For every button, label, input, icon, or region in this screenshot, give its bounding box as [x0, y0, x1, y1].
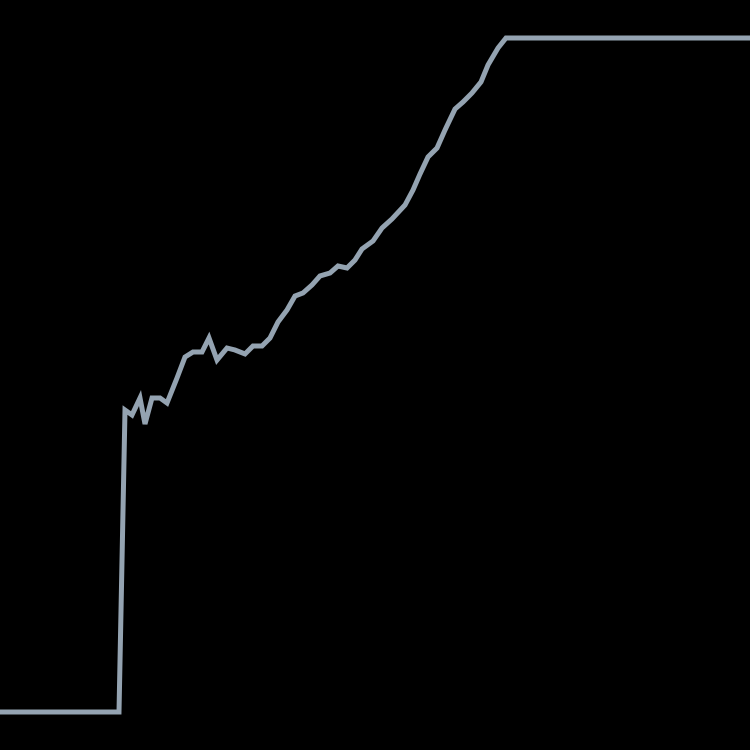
line [0, 35, 750, 715]
